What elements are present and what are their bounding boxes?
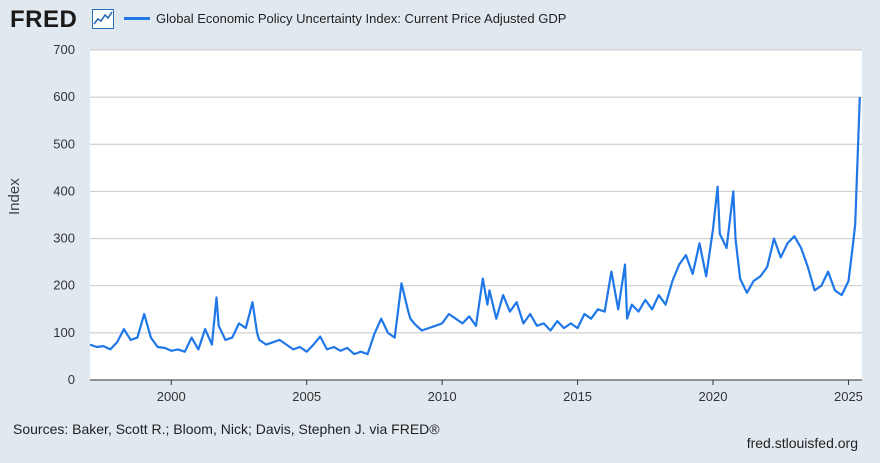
- y-tick-label: 200: [53, 278, 75, 293]
- x-tick-label: 2020: [699, 389, 728, 404]
- legend-label: Global Economic Policy Uncertainty Index…: [156, 11, 567, 26]
- trend-chart-icon: [92, 9, 114, 29]
- x-tick-label: 2025: [834, 389, 863, 404]
- fred-logo[interactable]: FRED: [10, 6, 78, 33]
- x-tick-label: 2010: [428, 389, 457, 404]
- x-tick-label: 2015: [563, 389, 592, 404]
- x-tick-label: 2005: [292, 389, 321, 404]
- legend-swatch: [124, 17, 150, 20]
- y-tick-label: 100: [53, 325, 75, 340]
- y-tick-label: 500: [53, 136, 75, 151]
- series-line: [89, 97, 861, 356]
- y-tick-label: 600: [53, 89, 75, 104]
- fred-url[interactable]: fred.stlouisfed.org: [746, 435, 858, 451]
- x-tick-label: 2000: [157, 389, 186, 404]
- y-tick-label: 300: [53, 231, 75, 246]
- y-tick-label: 0: [68, 372, 75, 387]
- y-tick-label: 400: [53, 183, 75, 198]
- legend: Global Economic Policy Uncertainty Index…: [124, 11, 566, 26]
- y-tick-label: 700: [53, 42, 75, 57]
- sources-text: Sources: Baker, Scott R.; Bloom, Nick; D…: [13, 421, 440, 437]
